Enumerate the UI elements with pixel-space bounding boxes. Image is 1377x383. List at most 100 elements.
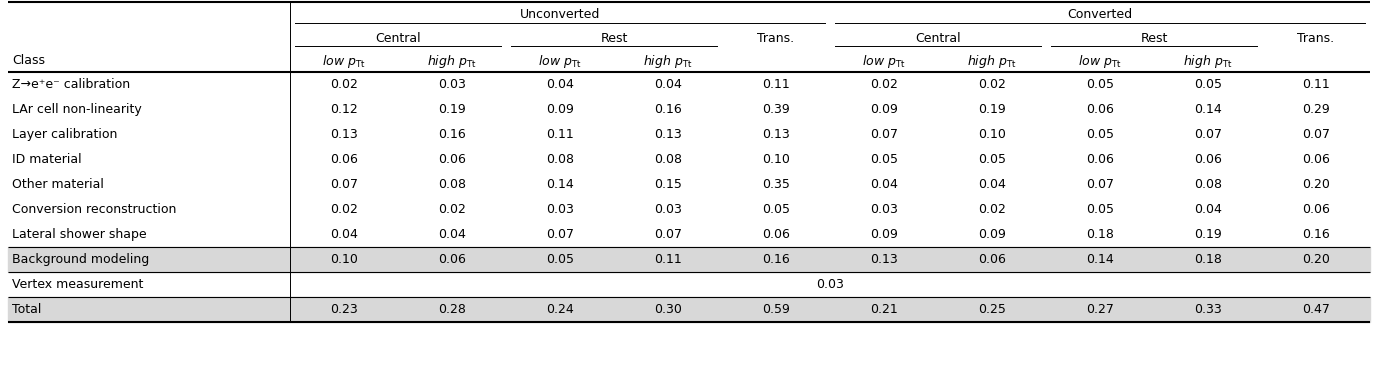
Text: low $p_{\mathrm{Tt}}$: low $p_{\mathrm{Tt}}$: [862, 52, 906, 69]
Text: Background modeling: Background modeling: [12, 253, 149, 266]
Text: 0.06: 0.06: [438, 253, 465, 266]
Text: 0.04: 0.04: [547, 78, 574, 91]
Text: Trans.: Trans.: [1297, 33, 1334, 46]
Text: 0.02: 0.02: [870, 78, 898, 91]
Text: Rest: Rest: [600, 33, 628, 46]
Text: 0.09: 0.09: [870, 228, 898, 241]
Text: 0.02: 0.02: [330, 203, 358, 216]
Text: 0.23: 0.23: [330, 303, 358, 316]
Text: 0.20: 0.20: [1303, 178, 1330, 191]
Text: high $p_{\mathrm{Tt}}$: high $p_{\mathrm{Tt}}$: [427, 52, 476, 69]
Text: 0.59: 0.59: [761, 303, 790, 316]
Text: 0.29: 0.29: [1303, 103, 1330, 116]
Text: 0.11: 0.11: [547, 128, 574, 141]
Text: 0.10: 0.10: [978, 128, 1007, 141]
Text: 0.39: 0.39: [761, 103, 790, 116]
Text: 0.24: 0.24: [547, 303, 574, 316]
Text: Layer calibration: Layer calibration: [12, 128, 117, 141]
Text: high $p_{\mathrm{Tt}}$: high $p_{\mathrm{Tt}}$: [967, 52, 1016, 69]
Text: 0.11: 0.11: [761, 78, 790, 91]
Text: Z→e⁺e⁻ calibration: Z→e⁺e⁻ calibration: [12, 78, 129, 91]
Text: high $p_{\mathrm{Tt}}$: high $p_{\mathrm{Tt}}$: [1183, 52, 1232, 69]
Text: 0.25: 0.25: [978, 303, 1007, 316]
Text: 0.13: 0.13: [330, 128, 358, 141]
Text: 0.15: 0.15: [654, 178, 682, 191]
Text: 0.05: 0.05: [870, 153, 898, 166]
Text: Converted: Converted: [1067, 8, 1132, 21]
Text: 0.04: 0.04: [654, 78, 682, 91]
Text: 0.07: 0.07: [330, 178, 358, 191]
Text: 0.16: 0.16: [654, 103, 682, 116]
Text: Trans.: Trans.: [757, 33, 795, 46]
Text: 0.05: 0.05: [1086, 203, 1114, 216]
Text: 0.19: 0.19: [438, 103, 465, 116]
Bar: [8, 247, 1370, 272]
Text: 0.30: 0.30: [654, 303, 682, 316]
Text: Vertex measurement: Vertex measurement: [12, 278, 143, 291]
Text: 0.07: 0.07: [654, 228, 682, 241]
Text: 0.10: 0.10: [761, 153, 790, 166]
Text: ID material: ID material: [12, 153, 81, 166]
Text: 0.02: 0.02: [978, 203, 1007, 216]
Text: 0.13: 0.13: [870, 253, 898, 266]
Text: 0.18: 0.18: [1194, 253, 1221, 266]
Text: 0.06: 0.06: [438, 153, 465, 166]
Text: 0.05: 0.05: [1086, 128, 1114, 141]
Text: 0.02: 0.02: [978, 78, 1007, 91]
Text: 0.09: 0.09: [870, 103, 898, 116]
Bar: [8, 297, 1370, 322]
Text: 0.16: 0.16: [761, 253, 790, 266]
Text: 0.07: 0.07: [1194, 128, 1221, 141]
Text: low $p_{\mathrm{Tt}}$: low $p_{\mathrm{Tt}}$: [322, 52, 366, 69]
Text: Lateral shower shape: Lateral shower shape: [12, 228, 146, 241]
Text: 0.08: 0.08: [654, 153, 682, 166]
Text: 0.14: 0.14: [1086, 253, 1114, 266]
Text: 0.19: 0.19: [978, 103, 1005, 116]
Text: 0.08: 0.08: [547, 153, 574, 166]
Text: 0.33: 0.33: [1194, 303, 1221, 316]
Text: 0.03: 0.03: [547, 203, 574, 216]
Text: Central: Central: [375, 33, 421, 46]
Text: 0.13: 0.13: [761, 128, 790, 141]
Text: 0.14: 0.14: [547, 178, 574, 191]
Text: 0.16: 0.16: [438, 128, 465, 141]
Text: 0.05: 0.05: [547, 253, 574, 266]
Text: 0.04: 0.04: [870, 178, 898, 191]
Text: 0.06: 0.06: [1303, 203, 1330, 216]
Text: 0.11: 0.11: [654, 253, 682, 266]
Text: 0.02: 0.02: [330, 78, 358, 91]
Text: 0.05: 0.05: [1194, 78, 1221, 91]
Text: Total: Total: [12, 303, 41, 316]
Text: 0.08: 0.08: [438, 178, 465, 191]
Text: 0.16: 0.16: [1303, 228, 1330, 241]
Text: 0.20: 0.20: [1303, 253, 1330, 266]
Text: 0.08: 0.08: [1194, 178, 1221, 191]
Text: Unconverted: Unconverted: [519, 8, 600, 21]
Text: 0.06: 0.06: [1086, 153, 1114, 166]
Text: 0.21: 0.21: [870, 303, 898, 316]
Text: 0.05: 0.05: [1086, 78, 1114, 91]
Text: 0.09: 0.09: [978, 228, 1007, 241]
Text: 0.19: 0.19: [1194, 228, 1221, 241]
Text: 0.06: 0.06: [1303, 153, 1330, 166]
Text: 0.04: 0.04: [438, 228, 465, 241]
Text: 0.05: 0.05: [978, 153, 1007, 166]
Text: 0.07: 0.07: [870, 128, 898, 141]
Text: 0.06: 0.06: [761, 228, 790, 241]
Text: high $p_{\mathrm{Tt}}$: high $p_{\mathrm{Tt}}$: [643, 52, 693, 69]
Text: 0.06: 0.06: [1194, 153, 1221, 166]
Text: 0.18: 0.18: [1086, 228, 1114, 241]
Text: 0.10: 0.10: [330, 253, 358, 266]
Text: 0.07: 0.07: [1086, 178, 1114, 191]
Text: 0.06: 0.06: [330, 153, 358, 166]
Text: LAr cell non-linearity: LAr cell non-linearity: [12, 103, 142, 116]
Text: 0.04: 0.04: [1194, 203, 1221, 216]
Text: 0.35: 0.35: [761, 178, 790, 191]
Text: 0.03: 0.03: [654, 203, 682, 216]
Text: 0.04: 0.04: [330, 228, 358, 241]
Text: 0.09: 0.09: [547, 103, 574, 116]
Text: 0.27: 0.27: [1086, 303, 1114, 316]
Text: 0.06: 0.06: [978, 253, 1007, 266]
Text: 0.13: 0.13: [654, 128, 682, 141]
Text: Conversion reconstruction: Conversion reconstruction: [12, 203, 176, 216]
